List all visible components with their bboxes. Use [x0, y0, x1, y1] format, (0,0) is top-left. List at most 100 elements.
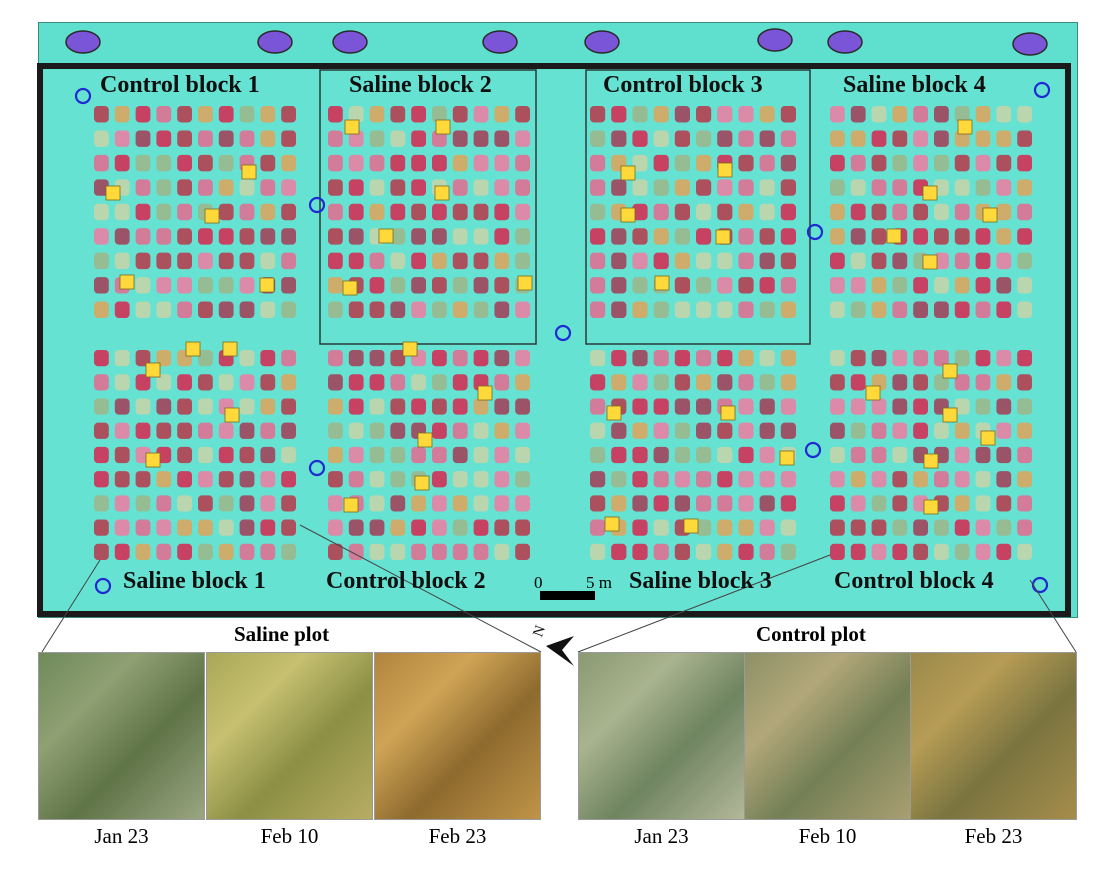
plant-plot [114, 446, 130, 464]
plant-plot [411, 106, 426, 123]
callout-line [577, 554, 831, 653]
plant-plot [954, 277, 970, 294]
plant-plot [1017, 301, 1032, 318]
plant-plot [348, 252, 364, 270]
sample-square-marker [119, 274, 135, 290]
plant-plot [913, 374, 928, 391]
plant-plot [369, 179, 385, 196]
plant-plot [328, 519, 343, 536]
plant-plot [996, 398, 1012, 415]
plant-plot [218, 471, 234, 488]
plant-plot [975, 471, 991, 488]
plant-plot [934, 252, 949, 270]
plant-plot [177, 154, 192, 172]
plant-plot [452, 252, 468, 270]
plant-plot [738, 277, 754, 294]
plant-plot [759, 519, 775, 536]
plant-plot [390, 398, 406, 415]
plant-plot [674, 495, 690, 512]
plant-plot [934, 179, 949, 196]
plant-plot [452, 301, 468, 318]
plant-plot [432, 130, 447, 147]
plant-plot [239, 374, 255, 391]
plant-plot [94, 277, 109, 294]
plant-plot [871, 252, 887, 270]
plant-plot [515, 543, 530, 560]
callout-line [299, 524, 542, 653]
plant-plot [328, 277, 343, 294]
sample-square-marker [435, 119, 451, 135]
plant-plot [954, 374, 970, 391]
sample-square-marker [222, 341, 238, 357]
control-date-2: Feb 10 [798, 824, 857, 848]
plant-plot [260, 543, 276, 560]
plant-plot [1017, 446, 1032, 464]
plant-plot [674, 471, 690, 488]
plant-plot [281, 106, 296, 123]
plant-plot [632, 301, 648, 318]
plant-plot [328, 252, 343, 270]
plant-plot [738, 422, 754, 439]
plant-plot [411, 277, 426, 294]
plant-plot [94, 495, 109, 512]
plant-plot [850, 277, 866, 294]
plant-plot [432, 495, 447, 512]
plant-plot [452, 374, 468, 391]
plant-plot [218, 495, 234, 512]
plant-plot [871, 154, 887, 172]
plant-plot [369, 154, 385, 172]
plant-plot [830, 228, 845, 245]
label-control-block-4: Control block 4 [834, 568, 994, 594]
plant-plot [996, 228, 1012, 245]
plant-plot [674, 422, 690, 439]
plant-plot [632, 350, 648, 367]
plant-plot [632, 471, 648, 488]
plant-plot [996, 203, 1012, 221]
plant-plot [390, 203, 406, 221]
plant-plot [975, 446, 991, 464]
plant-plot [198, 277, 213, 294]
plant-plot [759, 130, 775, 147]
plant-plot [281, 519, 296, 536]
plant-plot [260, 106, 276, 123]
plant-plot [850, 519, 866, 536]
sample-square-marker [982, 207, 998, 223]
plant-plot [156, 130, 172, 147]
plant-plot [239, 422, 255, 439]
plant-plot [473, 543, 489, 560]
plant-plot [696, 471, 712, 488]
plant-plot [954, 203, 970, 221]
plant-plot [328, 106, 343, 123]
plant-plot [218, 277, 234, 294]
block-outline-control-3 [585, 69, 811, 345]
plant-plot [996, 422, 1012, 439]
plant-plot [996, 519, 1012, 536]
plant-plot [1017, 203, 1032, 221]
plant-plot [198, 252, 213, 270]
sample-square-marker [606, 405, 622, 421]
label-saline-block-1: Saline block 1 [123, 568, 266, 594]
sample-square-marker [715, 229, 731, 245]
control-plot-title: Control plot [756, 622, 866, 646]
plant-plot [94, 130, 109, 147]
sample-square-marker [224, 407, 240, 423]
sample-square-marker [957, 119, 973, 135]
plant-plot [611, 374, 627, 391]
plant-plot [738, 495, 754, 512]
plant-plot [473, 228, 489, 245]
plant-plot [632, 154, 648, 172]
plant-plot [156, 350, 172, 367]
plant-plot [717, 301, 733, 318]
plant-plot [432, 277, 447, 294]
plant-plot [830, 398, 845, 415]
plant-plot [954, 179, 970, 196]
plant-plot [198, 495, 213, 512]
plant-plot [780, 252, 796, 270]
control-date-1: Jan 23 [634, 824, 689, 848]
plant-plot [432, 228, 447, 245]
plant-plot [850, 203, 866, 221]
plant-plot [177, 252, 192, 270]
plant-plot [611, 130, 627, 147]
plant-plot [135, 398, 151, 415]
